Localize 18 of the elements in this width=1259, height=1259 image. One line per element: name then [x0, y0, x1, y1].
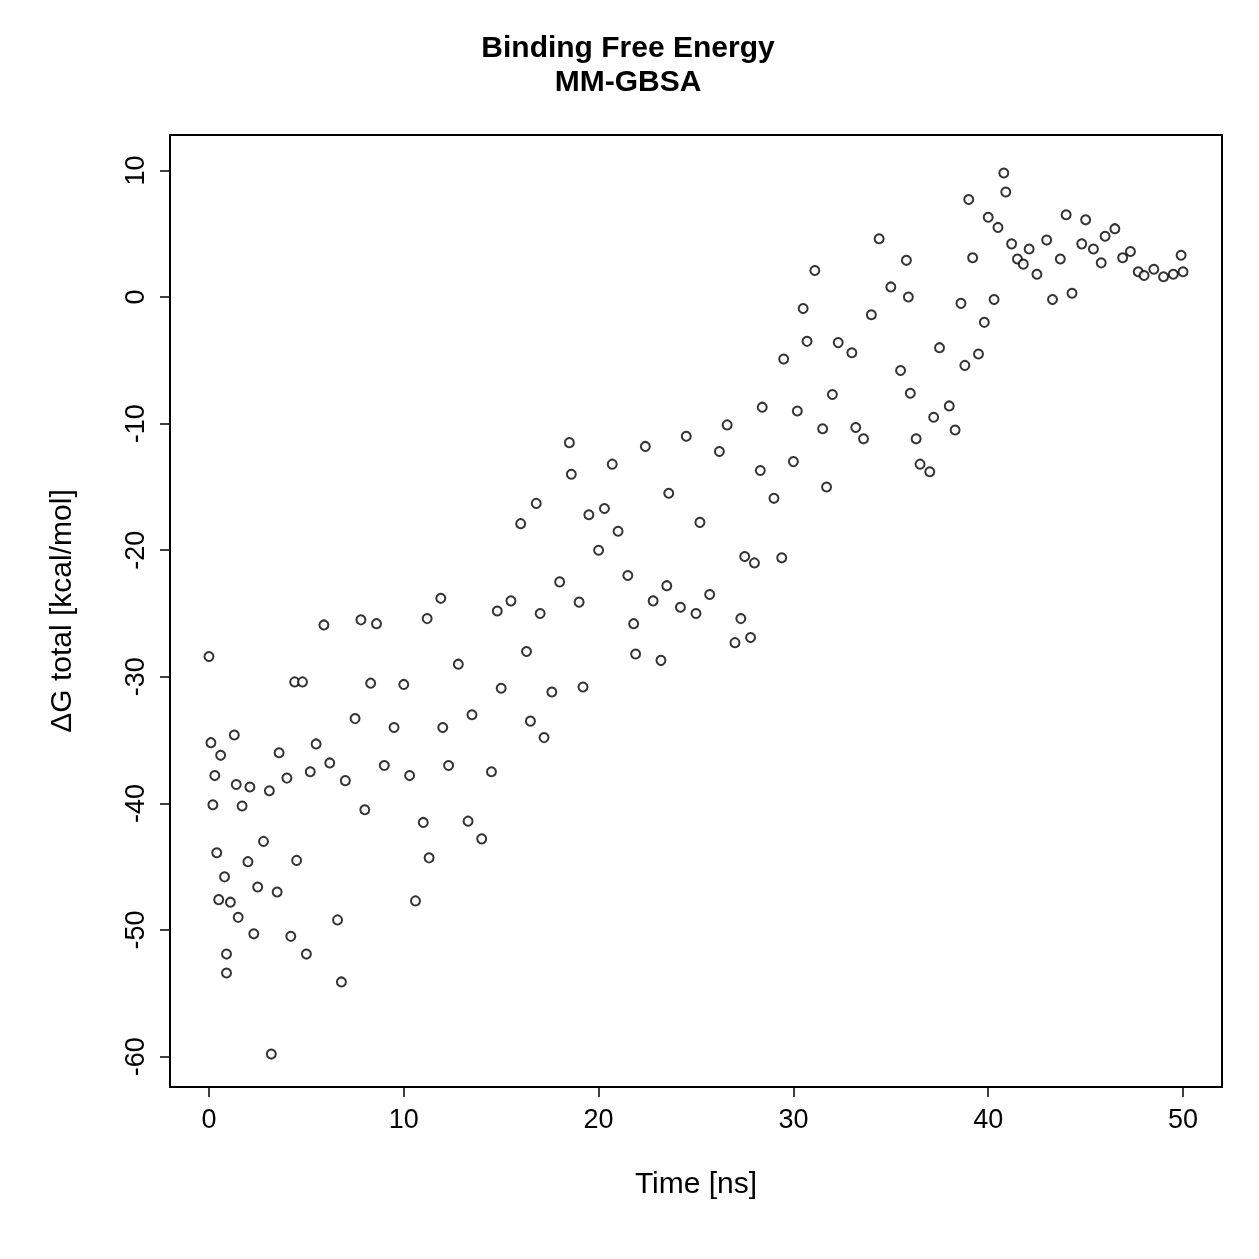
- x-tick-label: 20: [583, 1103, 614, 1134]
- x-tick-label: 10: [388, 1103, 419, 1134]
- y-tick-label: -10: [119, 404, 150, 444]
- y-tick-label: 0: [119, 289, 150, 305]
- y-tick-label: -20: [119, 530, 150, 570]
- chart-title: Binding Free Energy: [481, 29, 775, 63]
- y-tick-label: -30: [119, 657, 150, 697]
- x-tick-label: 40: [973, 1103, 1004, 1134]
- chart-subtitle: MM-GBSA: [554, 63, 702, 97]
- x-tick-label: 0: [201, 1103, 217, 1134]
- x-tick-label: 30: [778, 1103, 809, 1134]
- y-tick-label: -50: [119, 910, 150, 950]
- y-tick-label: 10: [119, 155, 150, 186]
- x-axis-title: Time [ns]: [634, 1165, 758, 1199]
- y-tick-label: -40: [119, 783, 150, 823]
- y-tick-label: -60: [119, 1037, 150, 1077]
- y-axis-title: ΔG total [kcal/mol]: [43, 489, 77, 733]
- x-tick-label: 50: [1168, 1103, 1199, 1134]
